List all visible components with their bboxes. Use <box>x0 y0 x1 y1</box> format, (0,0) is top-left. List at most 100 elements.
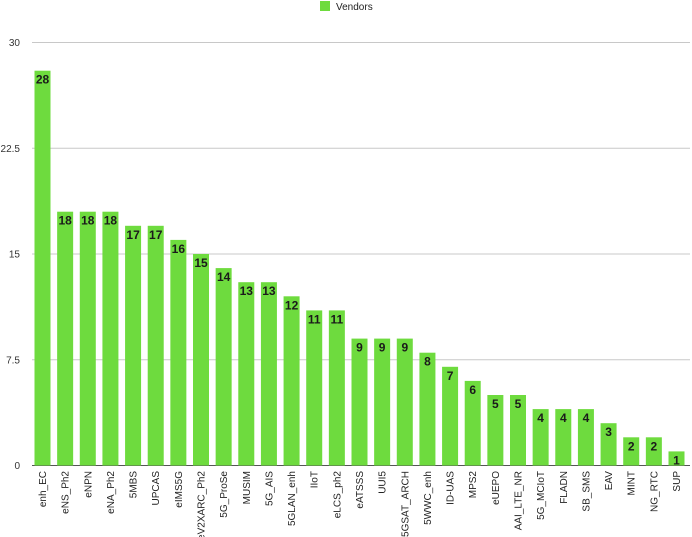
x-tick-label: 5WWC_enh <box>423 471 434 525</box>
x-tick-label: MINT <box>627 471 638 495</box>
x-tick-label: eNS_Ph2 <box>61 471 72 514</box>
data-label: 13 <box>240 284 254 298</box>
bar <box>577 409 594 466</box>
x-tick-label: EAV <box>604 471 615 491</box>
bar <box>79 211 96 466</box>
x-tick-label: eNA_Ph2 <box>106 471 117 514</box>
data-label: 16 <box>172 242 186 256</box>
bar <box>396 338 413 466</box>
data-label: 8 <box>424 355 431 369</box>
bar <box>442 366 459 466</box>
x-tick-label: eUEPO <box>491 471 502 505</box>
data-label: 9 <box>379 341 386 355</box>
x-tick-label: NG_RTC <box>649 471 660 512</box>
x-tick-label: IIoT <box>310 471 321 488</box>
x-tick-label: MPS2 <box>468 471 479 499</box>
data-label: 11 <box>331 312 344 326</box>
data-label: 13 <box>262 284 276 298</box>
x-tick-label: eLCS_ph2 <box>332 471 343 519</box>
bar <box>260 282 277 466</box>
bar <box>193 254 209 466</box>
data-label: 3 <box>605 425 612 439</box>
bar <box>57 211 74 466</box>
data-label: 5 <box>492 397 499 411</box>
x-tick-label: ID-UAS <box>446 471 457 505</box>
data-label: 5 <box>515 397 522 411</box>
bar <box>34 70 51 466</box>
x-tick-label: 5GLAN_enh <box>287 471 298 526</box>
data-label: 9 <box>401 341 408 355</box>
data-label: 2 <box>628 439 635 453</box>
bar <box>464 380 481 466</box>
data-label: 17 <box>149 228 163 242</box>
data-label: 4 <box>537 411 544 425</box>
x-tick-label: eATSSS <box>355 471 366 509</box>
x-tick-label: 5G_MCIoT <box>536 471 547 520</box>
x-tick-label: 5G_ProSe <box>219 471 230 518</box>
bar <box>645 437 662 466</box>
data-label: 9 <box>356 341 363 355</box>
bar <box>600 423 617 466</box>
data-label: 12 <box>285 298 299 312</box>
bar <box>532 409 549 466</box>
data-label: 18 <box>104 214 118 228</box>
x-tick-label: eNPN <box>83 471 94 498</box>
bar <box>419 352 436 466</box>
x-tick-label: AAI_LTE_NR <box>514 471 525 530</box>
x-tick-label: eV2XARC_Ph2 <box>197 471 208 537</box>
x-tick-label: SUP <box>672 471 683 492</box>
data-label: 4 <box>583 411 590 425</box>
x-tick-label: 5MBS <box>129 471 140 499</box>
bar <box>351 338 368 466</box>
y-tick-label: 0 <box>14 461 20 472</box>
x-tick-label: SB_SMS <box>581 471 592 512</box>
y-tick-label: 22.5 <box>1 144 21 155</box>
legend: Vendors <box>320 1 373 13</box>
data-label: 18 <box>81 214 95 228</box>
data-label: 14 <box>217 270 231 284</box>
bar <box>328 310 345 466</box>
data-label: 11 <box>308 312 321 326</box>
x-tick-label: 5GSAT_ARCH <box>400 471 411 537</box>
x-axis: enh_EC eNS_Ph2 eNPN eNA_Ph2 5MBS UPCAS eIMS5G e… <box>38 471 683 537</box>
data-label: 18 <box>58 214 72 228</box>
bar <box>147 225 164 466</box>
bar <box>283 296 300 466</box>
y-tick-label: 15 <box>9 250 21 261</box>
x-tick-label: eIMS5G <box>174 471 185 508</box>
bar <box>510 395 526 466</box>
bar <box>374 338 391 466</box>
bar <box>487 395 504 466</box>
bar <box>238 282 255 466</box>
data-label: 28 <box>36 73 50 87</box>
data-label: 4 <box>560 411 567 425</box>
data-label: 1 <box>673 453 680 467</box>
bar <box>215 268 232 466</box>
bar <box>102 211 119 466</box>
y-tick-label: 30 <box>9 38 21 49</box>
bars <box>34 70 685 466</box>
y-tick-label: 7.5 <box>6 355 20 366</box>
data-label: 15 <box>194 256 208 270</box>
x-tick-label: UUI5 <box>378 471 389 494</box>
x-tick-label: UPCAS <box>151 471 162 506</box>
bar <box>623 437 640 466</box>
bar <box>125 225 142 466</box>
data-label: 2 <box>651 439 658 453</box>
legend-label: Vendors <box>336 2 373 13</box>
bar <box>306 310 323 466</box>
x-tick-label: 5G_AIS <box>264 471 275 506</box>
bar <box>170 239 187 466</box>
x-tick-label: enh_EC <box>38 471 49 507</box>
bar <box>555 409 572 466</box>
data-label: 17 <box>126 228 140 242</box>
data-label: 6 <box>469 383 476 397</box>
y-axis: 0 7.5 15 22.5 30 <box>1 38 21 472</box>
legend-swatch <box>320 1 330 11</box>
x-tick-label: MUSIM <box>242 471 253 504</box>
data-label: 7 <box>447 369 454 383</box>
x-tick-label: FLADN <box>559 471 570 504</box>
bar <box>668 451 685 466</box>
